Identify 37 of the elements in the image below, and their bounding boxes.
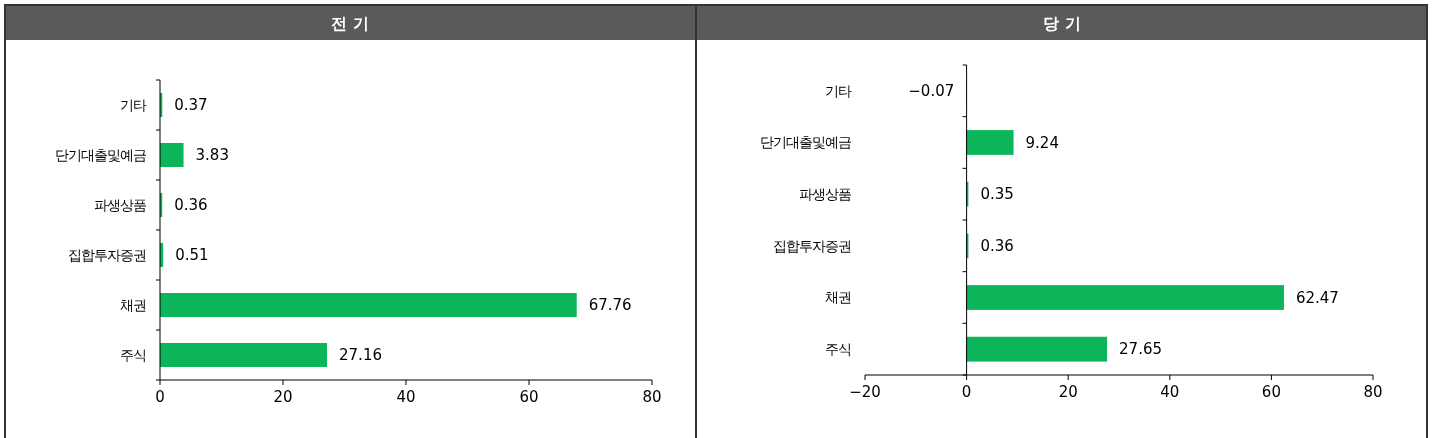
y-tick-label: 채권 <box>120 296 146 313</box>
y-tick-label: 기타 <box>120 96 147 113</box>
y-tick-label: 단기대출및예금 <box>55 146 146 163</box>
data-label: 0.35 <box>980 185 1014 204</box>
data-label: 9.24 <box>1025 133 1059 152</box>
data-label: 27.16 <box>339 346 382 365</box>
x-tick-label: 0 <box>155 388 165 406</box>
x-tick-label: 60 <box>1261 383 1281 401</box>
x-tick-label: 20 <box>273 388 293 406</box>
y-tick-label: 주식 <box>825 341 851 358</box>
chart-title: 당 기 <box>1043 13 1081 33</box>
y-tick-label: 채권 <box>825 289 851 306</box>
y-tick-label: 단기대출및예금 <box>760 134 851 151</box>
data-label: 0.36 <box>980 237 1014 256</box>
y-tick-label: 집합투자증권 <box>68 246 146 263</box>
data-label: 3.83 <box>195 146 229 165</box>
data-label: 67.76 <box>588 296 632 315</box>
data-label: 62.47 <box>1295 288 1339 307</box>
data-label: 0.37 <box>174 96 208 115</box>
x-tick-label: 80 <box>1363 383 1383 401</box>
y-tick-label: 기타 <box>825 82 852 99</box>
data-label: 27.65 <box>1119 340 1163 359</box>
data-label: −0.07 <box>908 82 955 101</box>
y-tick-label: 주식 <box>120 346 146 363</box>
x-tick-label: 40 <box>396 388 416 406</box>
x-tick-label: 0 <box>961 383 972 401</box>
y-tick-label: 파생상품 <box>94 196 146 213</box>
x-tick-label: 20 <box>1058 383 1078 401</box>
x-tick-label: 40 <box>1160 383 1180 401</box>
data-label: 0.51 <box>175 246 209 265</box>
x-tick-label: −20 <box>849 383 881 401</box>
y-tick-label: 집합투자증권 <box>773 237 851 254</box>
y-tick-label: 파생상품 <box>799 186 851 203</box>
x-tick-label: 80 <box>642 388 662 406</box>
x-tick-label: 60 <box>519 388 539 406</box>
chart-title: 전 기 <box>331 13 369 33</box>
data-label: 0.36 <box>174 196 208 215</box>
